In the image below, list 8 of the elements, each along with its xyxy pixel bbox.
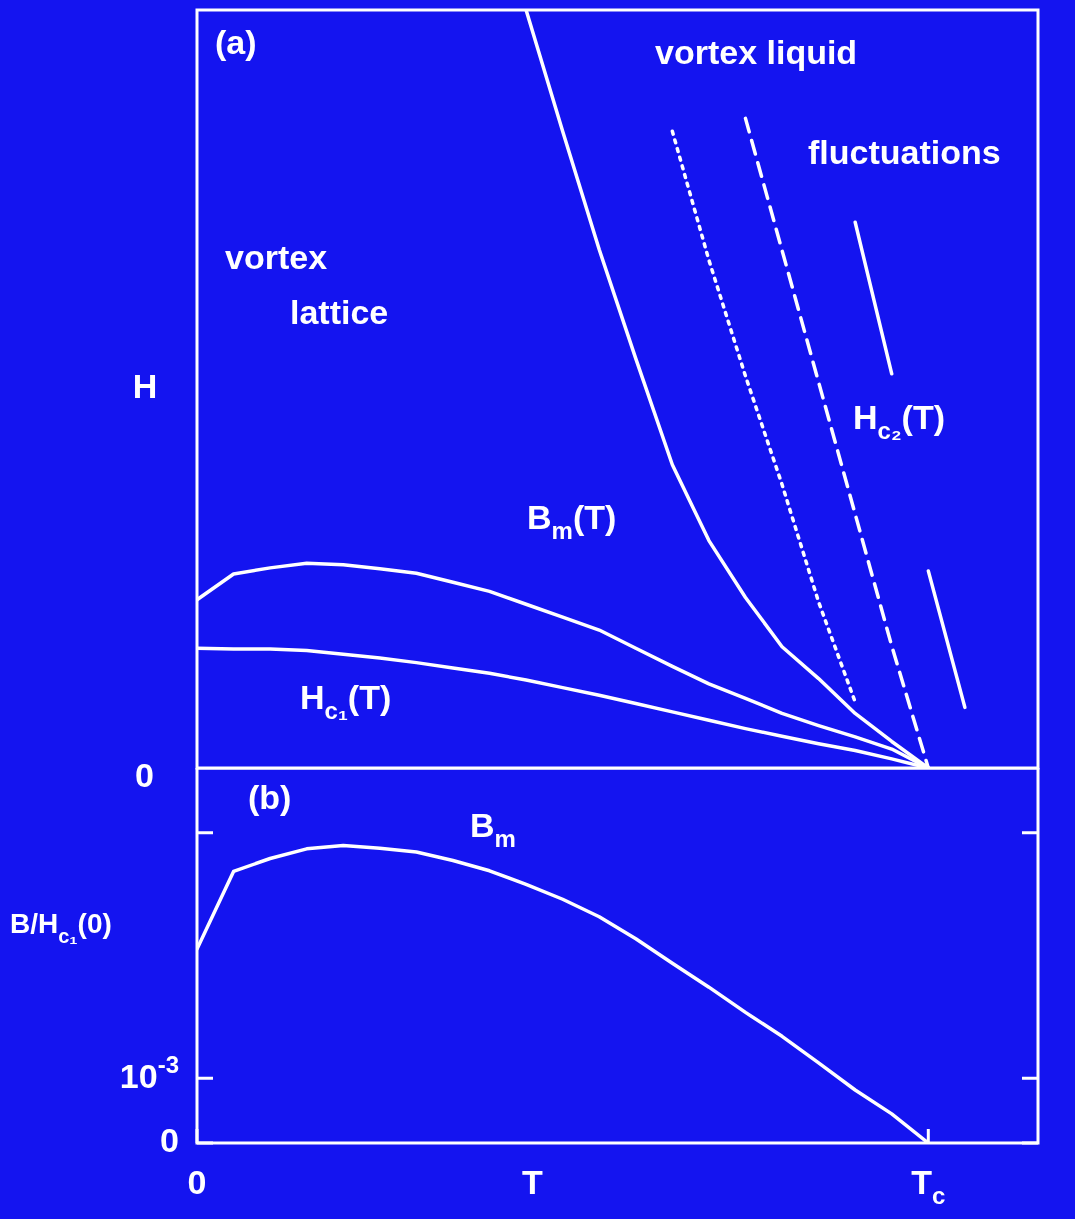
annotation: vortex lattice — [225, 238, 389, 332]
annotation: (a) — [215, 23, 257, 62]
annotation: vortex liquid — [655, 33, 858, 72]
x-axis-title: T — [522, 1163, 544, 1202]
annotation: fluctuations — [808, 133, 1001, 172]
text: 0 — [135, 756, 154, 795]
annotation: (b) — [248, 778, 292, 817]
y-axis-title: H — [132, 367, 158, 406]
